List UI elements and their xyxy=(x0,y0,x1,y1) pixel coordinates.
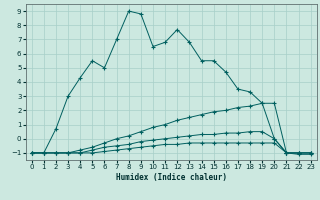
X-axis label: Humidex (Indice chaleur): Humidex (Indice chaleur) xyxy=(116,173,227,182)
